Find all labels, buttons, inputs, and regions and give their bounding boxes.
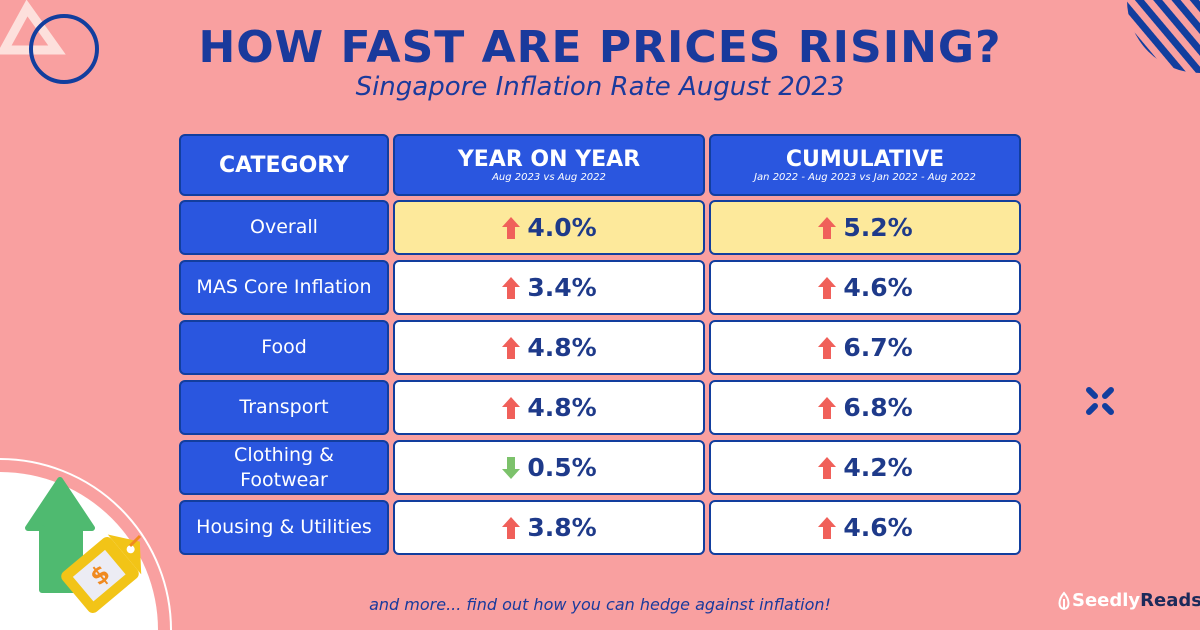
header-cumulative: CUMULATIVE Jan 2022 - Aug 2023 vs Jan 20… [709,134,1021,196]
yoy-cell: 4.8% [393,320,705,375]
category-cell: Food [179,320,389,375]
cumulative-cell: 4.6% [709,500,1021,555]
category-label: MAS Core Inflation [196,276,372,298]
arrow-down-icon [502,456,521,479]
arrow-up-icon [818,336,837,359]
yoy-value: 3.8% [527,513,597,542]
arrow-up-icon [818,516,837,539]
header-sub: Jan 2022 - Aug 2023 vs Jan 2022 - Aug 20… [754,172,976,183]
decor-price-tag-icon: $ [0,458,172,630]
yoy-cell: 4.0% [393,200,705,255]
yoy-cell: 3.4% [393,260,705,315]
page-title: HOW FAST ARE PRICES RISING? [198,22,1002,73]
cumulative-cell: 4.2% [709,440,1021,495]
cumulative-cell: 6.8% [709,380,1021,435]
yoy-value: 4.8% [527,333,597,362]
category-cell: Overall [179,200,389,255]
arrow-up-icon [502,216,521,239]
cumulative-cell: 5.2% [709,200,1021,255]
arrow-up-icon [818,456,837,479]
page-subtitle: Singapore Inflation Rate August 2023 [355,72,845,102]
arrow-up-icon [502,276,521,299]
header-category: CATEGORY [179,134,389,196]
arrow-up-icon [818,216,837,239]
category-label: Food [261,336,307,358]
category-label: Clothing & Footwear [234,443,334,491]
arrow-up-icon [502,396,521,419]
category-cell: Housing & Utilities [179,500,389,555]
cumulative-cell: 4.6% [709,260,1021,315]
category-label: Housing & Utilities [196,516,372,538]
category-cell: MAS Core Inflation [179,260,389,315]
yoy-value: 0.5% [527,453,597,482]
arrow-up-icon [502,516,521,539]
header-label: CUMULATIVE [785,147,945,172]
cumulative-value: 4.6% [843,513,913,542]
decor-triangle-circle-icon [0,0,99,84]
logo-part1: Seedly [1072,590,1141,611]
header-yoy: YEAR ON YEAR Aug 2023 vs Aug 2022 [393,134,705,196]
cumulative-value: 6.7% [843,333,913,362]
cumulative-value: 4.6% [843,273,913,302]
decor-striped-circle-icon [1127,0,1200,73]
decor-x-icon [1086,387,1114,415]
arrow-up-icon [502,336,521,359]
cumulative-value: 6.8% [843,393,913,422]
seed-icon [1058,590,1070,610]
category-label: Transport [239,396,329,418]
seedly-reads-logo: Seedly Reads [1056,590,1200,611]
yoy-cell: 0.5% [393,440,705,495]
header-label: YEAR ON YEAR [457,147,641,172]
logo-part2: Reads [1140,590,1200,611]
yoy-cell: 3.8% [393,500,705,555]
yoy-cell: 4.8% [393,380,705,435]
category-label: Overall [250,216,318,238]
category-cell: Transport [179,380,389,435]
cumulative-cell: 6.7% [709,320,1021,375]
cumulative-value: 4.2% [843,453,913,482]
cumulative-value: 5.2% [843,213,913,242]
yoy-value: 4.8% [527,393,597,422]
yoy-value: 3.4% [527,273,597,302]
category-cell: Clothing & Footwear [179,440,389,495]
header-label: CATEGORY [219,152,349,178]
header-sub: Aug 2023 vs Aug 2022 [492,172,606,183]
footer-text: and more... find out how you can hedge a… [369,595,831,614]
yoy-value: 4.0% [527,213,597,242]
arrow-up-icon [818,276,837,299]
arrow-up-icon [818,396,837,419]
